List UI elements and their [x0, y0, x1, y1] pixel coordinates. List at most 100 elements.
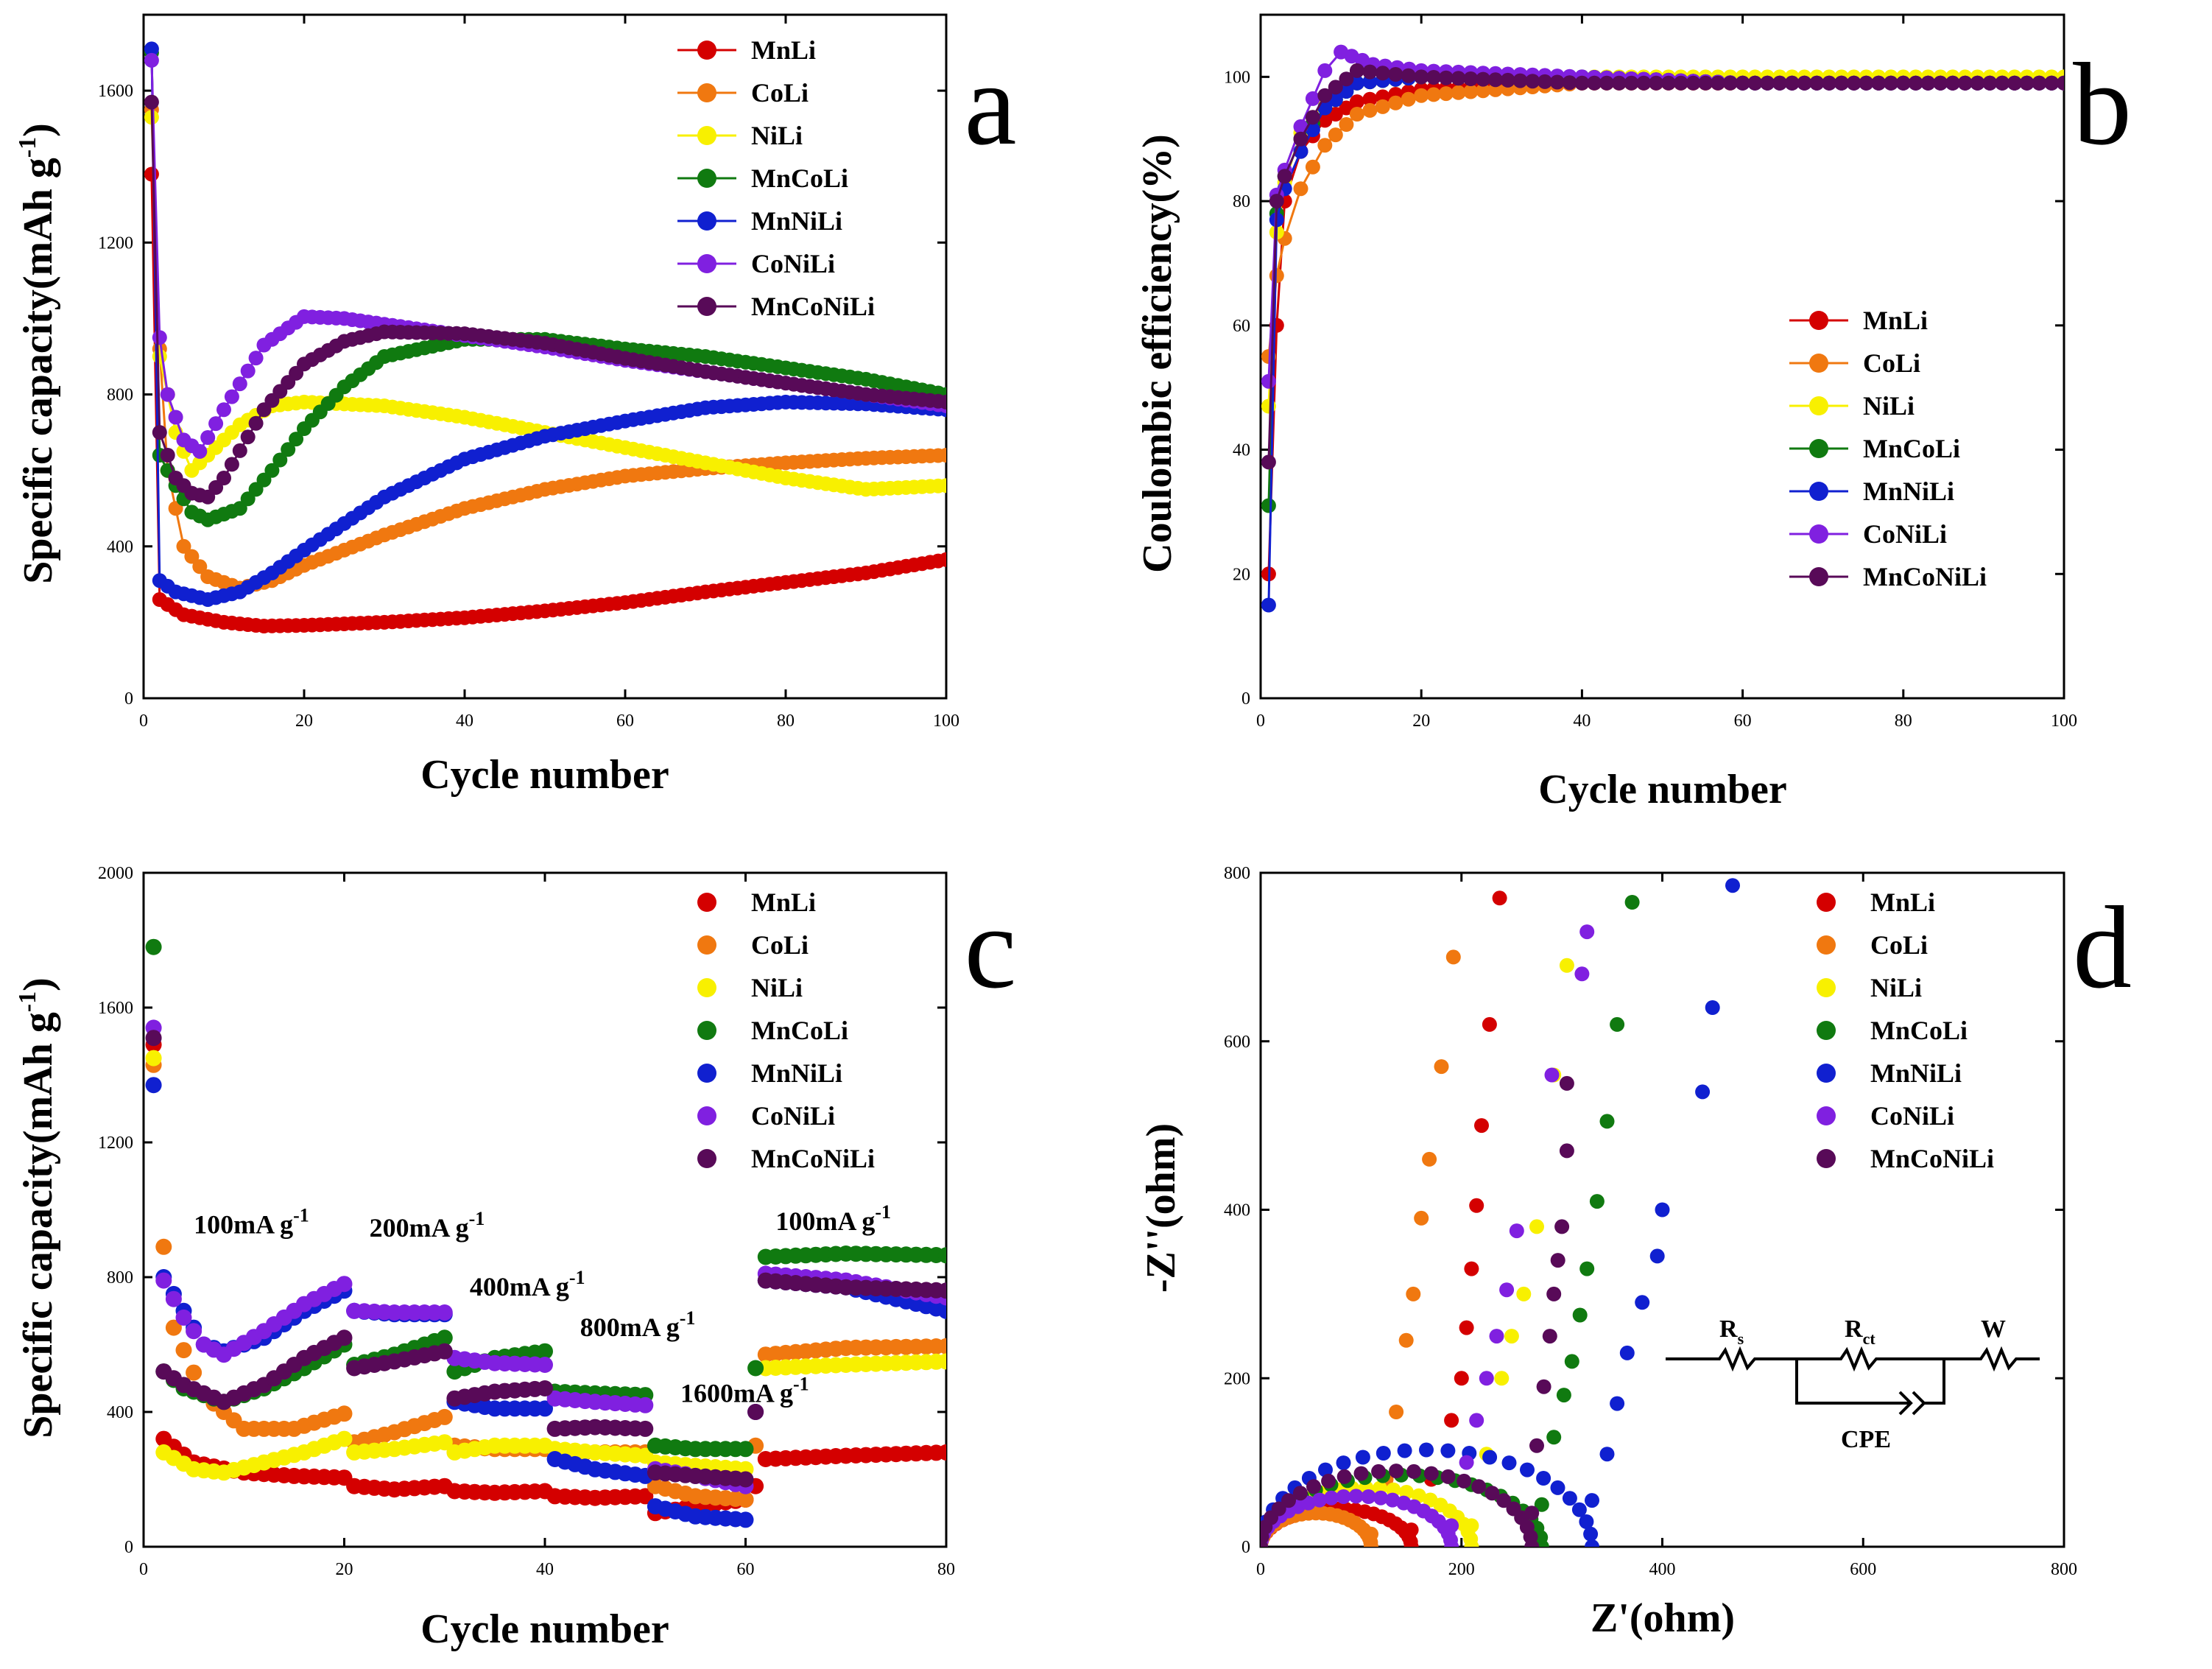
legend-item-MnLi: MnLi	[1789, 306, 1928, 335]
data-point-CoNiLi	[1312, 1492, 1327, 1508]
legend-item-CoNiLi: CoNiLi	[677, 249, 835, 278]
cpe-element	[1898, 1391, 1926, 1416]
x-tick-label: 40	[456, 711, 473, 731]
data-point-CoLi	[939, 448, 946, 463]
data-point-MnNiLi	[537, 1400, 553, 1417]
rate-annotation: 100mA g-1	[194, 1205, 309, 1240]
data-point-MnCoNiLi	[1562, 75, 1577, 91]
data-point-MnNiLi	[1419, 1442, 1434, 1458]
y-tick-label: 0	[124, 1538, 133, 1557]
legend-label: NiLi	[1863, 391, 1915, 421]
legend-b: MnLi CoLi NiLi MnCoLi MnNiLi CoNiLi MnCoNiLi	[1789, 306, 1987, 591]
data-point-MnCoNiLi	[160, 448, 175, 463]
data-point-CoNiLi	[1444, 1539, 1459, 1547]
data-point-MnCoNiLi	[1476, 71, 1491, 87]
data-point-CoNiLi	[1544, 1067, 1560, 1083]
data-point-MnCoLi	[1534, 1497, 1549, 1512]
cpe-branch	[1795, 1359, 1945, 1405]
x-tick-label: 40	[1573, 711, 1591, 731]
data-point-MnNiLi	[1520, 1462, 1535, 1477]
data-point-CoNiLi	[192, 443, 208, 459]
data-point-MnCoNiLi	[1686, 75, 1701, 91]
data-point-MnCoNiLi	[637, 1420, 654, 1437]
data-point-MnNiLi	[1536, 1471, 1551, 1486]
data-point-NiLi	[336, 1430, 353, 1447]
legend-label: CoNiLi	[1870, 1101, 1954, 1131]
data-point-MnCoLi	[289, 432, 304, 447]
legend-item-CoLi: CoLi	[677, 78, 809, 108]
data-point-MnCoLi	[747, 1360, 764, 1377]
data-point-MnCoNiLi	[1426, 70, 1441, 85]
data-point-MnLi	[1464, 1261, 1479, 1276]
equivalent-circuit	[1666, 1346, 2040, 1416]
y-axis-title: -Z''(ohm)	[1138, 1123, 1184, 1293]
y-tick-label: 800	[107, 386, 133, 405]
rate-annotation: 800mA g-1	[580, 1307, 696, 1342]
y-tick-label: 600	[1224, 1033, 1250, 1052]
data-point-MnLi	[939, 552, 946, 567]
panel-a: 0 20 40 60 80 100 0 400 800 1200 1600 Cycle number S…	[14, 13, 1017, 798]
legend-marker	[1817, 893, 1836, 912]
data-point-MnCoNiLi	[1292, 1486, 1308, 1501]
legend-label: MnNiLi	[1870, 1058, 1962, 1088]
data-point-CoLi	[1349, 107, 1364, 122]
data-point-CoNiLi	[144, 52, 159, 68]
data-point-MnNiLi	[1705, 1000, 1720, 1015]
data-point-MnCoNiLi	[1512, 73, 1528, 88]
data-point-CoLi	[176, 538, 191, 554]
data-point-CoNiLi	[1305, 91, 1320, 106]
data-point-CoNiLi	[1489, 1329, 1504, 1344]
y-tick-label: 100	[1224, 68, 1250, 87]
data-point-CoLi	[1389, 1405, 1404, 1419]
panel-letter-b: b	[2073, 38, 2132, 169]
data-point-MnCoNiLi	[2019, 75, 2035, 91]
data-point-MnNiLi	[737, 1511, 754, 1528]
data-point-MnCoLi	[737, 1441, 754, 1458]
data-point-MnLi	[1444, 1413, 1459, 1428]
data-point-MnCoNiLi	[1321, 1473, 1336, 1489]
legend-label: NiLi	[751, 121, 803, 150]
plot-area-d	[1261, 878, 1740, 1547]
y-tick-label: 800	[1224, 864, 1250, 883]
legend-marker	[1817, 1149, 1836, 1168]
panel-d: 0 200 400 600 800 0 200 400 600 800 Z'(ohm) -Z''(oh…	[1138, 864, 2132, 1641]
data-point-MnCoLi	[145, 938, 162, 955]
legend-item-MnCoLi: MnCoLi	[1789, 434, 1960, 463]
y-tick-label: 60	[1233, 317, 1250, 336]
data-point-MnCoNiLi	[1336, 1469, 1352, 1484]
x-axis-title: Cycle number	[1538, 767, 1787, 812]
x-tick-label: 400	[1649, 1560, 1676, 1579]
data-point-CoNiLi	[1348, 1489, 1364, 1504]
data-point-MnCoNiLi	[537, 1380, 553, 1396]
data-point-MnLi	[1403, 1522, 1419, 1538]
data-point-MnCoNiLi	[1735, 75, 1750, 91]
legend-item-MnNiLi: MnNiLi	[697, 1058, 842, 1088]
data-point-CoLi	[165, 1319, 182, 1336]
data-point-MnCoNiLi	[2044, 75, 2060, 91]
data-point-MnCoNiLi	[737, 1471, 754, 1488]
data-point-MnCoNiLi	[1339, 71, 1354, 87]
data-point-MnNiLi	[1550, 1480, 1565, 1495]
data-point-MnCoNiLi	[2032, 75, 2047, 91]
x-tick-label: 60	[616, 711, 634, 731]
data-point-MnCoNiLi	[1542, 1329, 1557, 1344]
data-point-CoLi	[1364, 1539, 1378, 1547]
data-point-MnCoNiLi	[1269, 194, 1284, 209]
data-point-CoNiLi	[1361, 1489, 1376, 1504]
data-point-MnCoNiLi	[1389, 1464, 1404, 1479]
series-line-MnNiLi	[150, 49, 946, 601]
data-point-MnCoNiLi	[144, 94, 159, 110]
data-point-MnCoNiLi	[1401, 68, 1416, 83]
legend-marker	[1809, 482, 1828, 501]
data-point-CoNiLi	[436, 1304, 453, 1321]
data-point-MnCoNiLi	[2057, 75, 2064, 91]
data-point-CoLi	[184, 549, 200, 564]
legend-item-MnCoLi: MnCoLi	[677, 164, 848, 193]
legend-marker	[1809, 439, 1828, 458]
x-axis-title: Cycle number	[420, 1606, 669, 1652]
data-point-MnCoNiLi	[1908, 75, 1923, 91]
legend-marker	[1809, 311, 1828, 330]
series-line-MnCoLi	[150, 52, 946, 521]
data-point-MnCoNiLi	[248, 415, 264, 431]
legend-label: MnCoLi	[1870, 1016, 1968, 1045]
